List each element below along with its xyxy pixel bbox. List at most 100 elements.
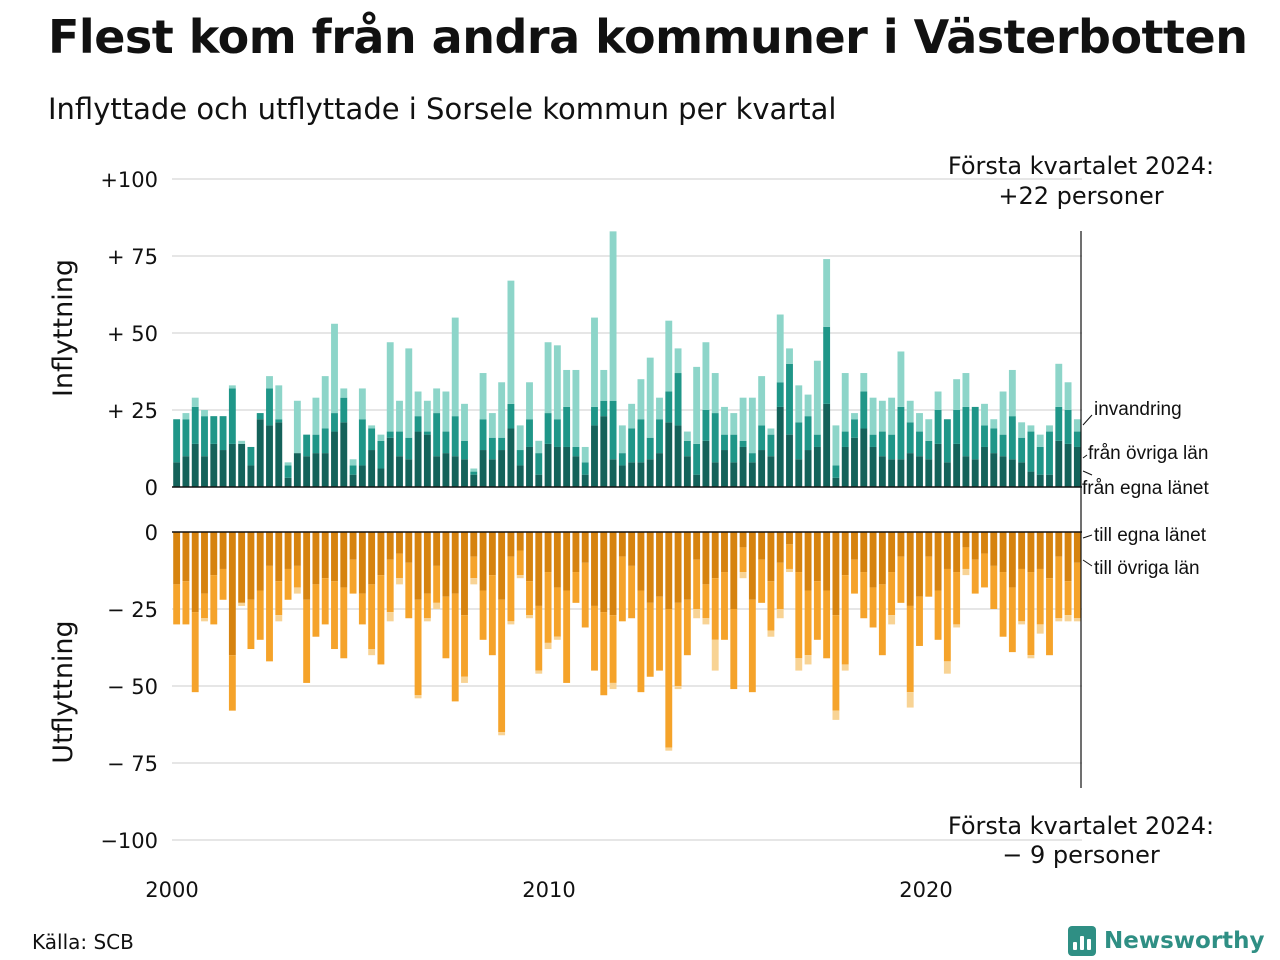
bar-inflow-other-counties bbox=[572, 446, 580, 457]
leader-invandring bbox=[1082, 414, 1093, 426]
bar-inflow-immigration bbox=[516, 425, 524, 451]
bar-inflow-other-counties bbox=[516, 450, 524, 466]
bar-inflow-other-counties bbox=[981, 425, 988, 447]
bar-inflow-other-counties bbox=[498, 437, 506, 451]
bar-inflow-immigration bbox=[851, 413, 858, 420]
bar-outflow-other-counties bbox=[386, 559, 394, 613]
bar-inflow-immigration bbox=[748, 397, 756, 454]
bar-inflow-immigration bbox=[832, 425, 840, 466]
bar-inflow-same-county bbox=[414, 431, 422, 487]
ylabel-bottom: Utflyttning bbox=[48, 620, 79, 763]
xtick-2000: 2000 bbox=[145, 878, 198, 902]
bar-inflow-other-counties bbox=[563, 406, 571, 447]
bar-inflow-other-counties bbox=[1008, 416, 1016, 460]
bar-inflow-same-county bbox=[293, 453, 301, 487]
bar-outflow-same-county bbox=[581, 532, 589, 563]
bar-inflow-immigration bbox=[609, 231, 617, 401]
bar-outflow-same-county bbox=[953, 532, 961, 573]
bar-inflow-immigration bbox=[293, 400, 301, 454]
bar-inflow-same-county bbox=[479, 450, 487, 487]
bar-outflow-same-county bbox=[266, 532, 273, 566]
bar-inflow-immigration bbox=[628, 403, 636, 429]
bar-inflow-other-counties bbox=[396, 431, 403, 457]
bar-inflow-immigration bbox=[600, 369, 608, 401]
bar-inflow-other-counties bbox=[488, 437, 496, 460]
bar-inflow-same-county bbox=[535, 474, 543, 487]
bar-outflow-other-counties bbox=[962, 547, 970, 569]
bar-outflow-same-county bbox=[869, 532, 877, 588]
bar-outflow-other-counties bbox=[990, 565, 998, 609]
bar-inflow-immigration bbox=[1027, 425, 1035, 432]
bar-outflow-emigration bbox=[776, 609, 784, 619]
bar-outflow-other-counties bbox=[173, 584, 181, 625]
bar-outflow-same-county bbox=[526, 532, 533, 582]
bar-inflow-immigration bbox=[266, 376, 273, 389]
bar-chart-icon bbox=[1068, 926, 1096, 956]
bar-inflow-other-counties bbox=[349, 465, 357, 475]
bar-outflow-emigration bbox=[498, 732, 506, 736]
bar-outflow-same-county bbox=[563, 532, 571, 591]
bar-outflow-other-counties bbox=[767, 581, 775, 631]
bar-inflow-immigration bbox=[1036, 434, 1044, 447]
bar-inflow-immigration bbox=[275, 385, 283, 420]
bar-inflow-same-county bbox=[228, 443, 236, 487]
xtick-2010: 2010 bbox=[522, 878, 575, 902]
bar-outflow-same-county bbox=[247, 532, 255, 600]
bar-inflow-immigration bbox=[423, 400, 431, 432]
bar-inflow-other-counties bbox=[173, 419, 181, 463]
bar-outflow-other-counties bbox=[1064, 581, 1072, 616]
bar-outflow-same-county bbox=[609, 532, 617, 616]
bar-inflow-other-counties bbox=[535, 453, 543, 475]
bar-inflow-same-county bbox=[433, 456, 441, 487]
bar-inflow-other-counties bbox=[470, 471, 478, 475]
bar-outflow-same-county bbox=[442, 532, 450, 597]
bar-inflow-other-counties bbox=[869, 434, 877, 447]
bar-outflow-same-county bbox=[786, 532, 793, 545]
bar-outflow-same-county bbox=[516, 532, 524, 551]
bar-outflow-emigration bbox=[461, 676, 468, 683]
bar-inflow-other-counties bbox=[618, 453, 626, 466]
bar-inflow-immigration bbox=[665, 320, 673, 392]
bar-inflow-other-counties bbox=[804, 416, 812, 451]
bar-inflow-other-counties bbox=[916, 431, 923, 457]
bar-inflow-same-county bbox=[210, 443, 218, 487]
bar-outflow-same-county bbox=[238, 532, 246, 603]
bar-outflow-other-counties bbox=[693, 559, 701, 609]
bar-outflow-other-counties bbox=[683, 599, 691, 656]
bar-inflow-other-counties bbox=[656, 419, 663, 454]
bar-inflow-same-county bbox=[878, 456, 886, 487]
bar-inflow-same-county bbox=[1055, 440, 1063, 487]
bar-outflow-emigration bbox=[544, 642, 552, 650]
annotation-bottom-line2: − 9 personer bbox=[1002, 841, 1160, 869]
bar-outflow-other-counties bbox=[618, 556, 626, 622]
bar-outflow-same-county bbox=[925, 532, 933, 557]
bar-inflow-same-county bbox=[813, 446, 821, 487]
label-invandring: invandring bbox=[1094, 399, 1182, 420]
bar-inflow-same-county bbox=[581, 474, 589, 487]
bar-outflow-same-county bbox=[396, 532, 403, 554]
bar-inflow-same-county bbox=[284, 477, 292, 487]
bar-outflow-other-counties bbox=[721, 572, 728, 640]
bar-inflow-same-county bbox=[275, 422, 283, 487]
bar-outflow-same-county bbox=[228, 532, 236, 656]
bar-outflow-other-counties bbox=[461, 615, 468, 677]
bar-outflow-emigration bbox=[804, 655, 812, 665]
bar-inflow-immigration bbox=[470, 468, 478, 472]
bar-inflow-immigration bbox=[553, 345, 561, 420]
bar-outflow-other-counties bbox=[758, 559, 766, 603]
bar-inflow-other-counties bbox=[544, 413, 552, 444]
bar-inflow-immigration bbox=[693, 366, 701, 444]
bar-outflow-other-counties bbox=[377, 575, 385, 665]
bar-inflow-same-county bbox=[1008, 459, 1016, 487]
bar-inflow-immigration bbox=[544, 342, 552, 414]
bar-inflow-other-counties bbox=[1073, 431, 1081, 447]
bar-inflow-same-county bbox=[906, 453, 914, 487]
bar-inflow-other-counties bbox=[1018, 437, 1026, 463]
bar-outflow-other-counties bbox=[433, 565, 441, 603]
bar-outflow-other-counties bbox=[563, 590, 571, 683]
ylabel-top: Inflyttning bbox=[48, 259, 79, 397]
bar-outflow-other-counties bbox=[423, 593, 431, 619]
bar-inflow-same-county bbox=[405, 459, 413, 487]
bar-outflow-emigration bbox=[1027, 655, 1035, 659]
bar-outflow-other-counties bbox=[999, 572, 1007, 637]
